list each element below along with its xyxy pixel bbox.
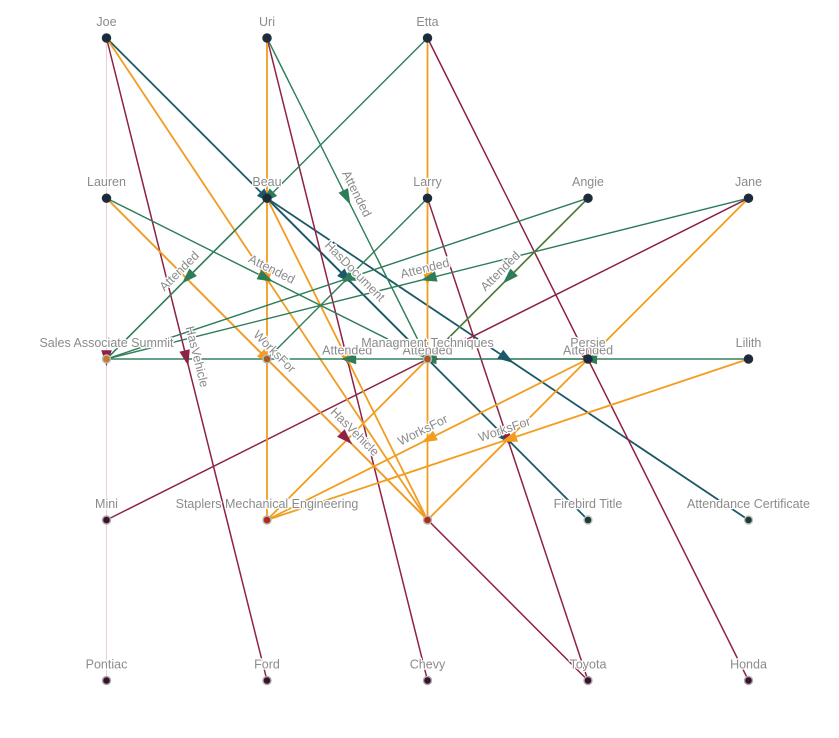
svg-text:Staplers Mechanical Engineerin: Staplers Mechanical Engineering (176, 497, 359, 511)
svg-text:Sales Associate Summit: Sales Associate Summit (39, 336, 174, 350)
svg-text:Uri: Uri (259, 15, 275, 29)
svg-text:Chevy: Chevy (410, 658, 446, 672)
svg-text:Angie: Angie (572, 175, 604, 189)
svg-text:Mini: Mini (95, 497, 118, 511)
svg-text:Etta: Etta (416, 15, 438, 29)
svg-text:Pontiac: Pontiac (86, 658, 128, 672)
svg-text:Attended: Attended (563, 343, 613, 357)
svg-text:Beau: Beau (252, 175, 281, 189)
svg-text:Persie: Persie (570, 336, 605, 350)
svg-text:Attended: Attended (322, 343, 372, 357)
svg-text:Managment Techniques: Managment Techniques (361, 336, 494, 350)
svg-text:Attendance Certificate: Attendance Certificate (687, 497, 810, 511)
svg-text:Ford: Ford (254, 658, 280, 672)
svg-text:Lauren: Lauren (87, 175, 126, 189)
svg-text:Honda: Honda (730, 658, 767, 672)
svg-text:Joe: Joe (96, 15, 116, 29)
svg-text:Firebird Title: Firebird Title (554, 497, 623, 511)
svg-text:Toyota: Toyota (570, 658, 607, 672)
svg-text:Lilith: Lilith (736, 336, 762, 350)
svg-text:Jane: Jane (735, 175, 762, 189)
svg-text:Larry: Larry (413, 175, 442, 189)
svg-text:Attended: Attended (402, 343, 452, 357)
